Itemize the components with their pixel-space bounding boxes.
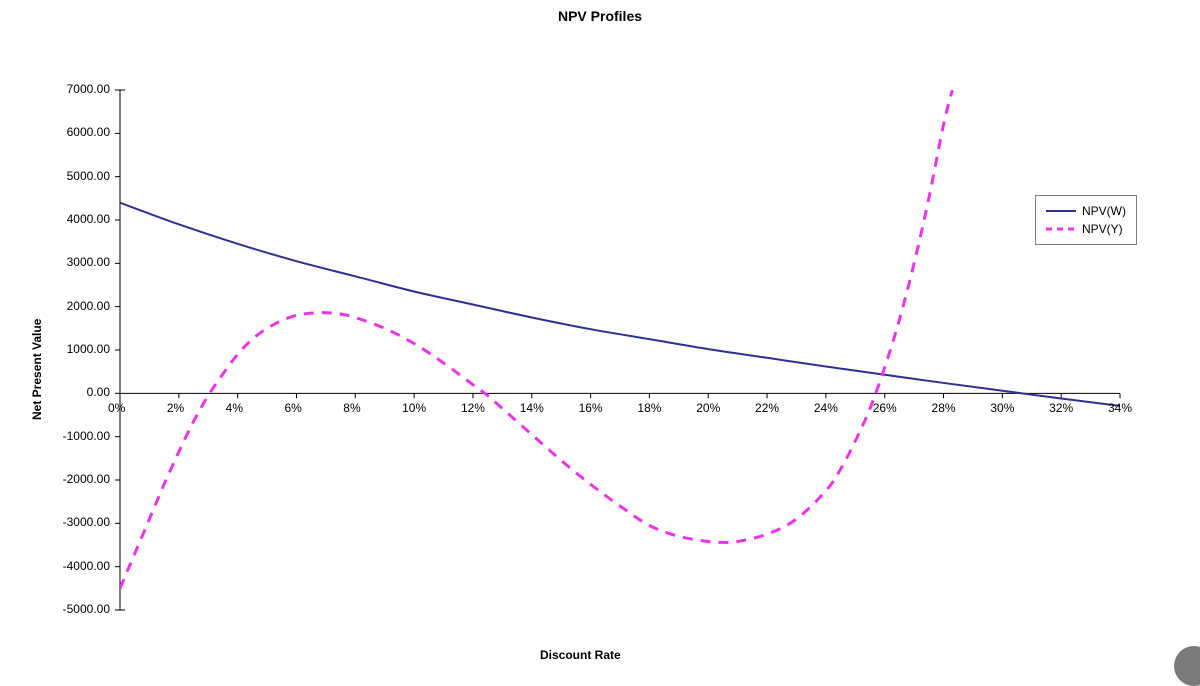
y-tick-label: 4000.00 (50, 212, 110, 226)
x-tick-label: 16% (579, 401, 603, 415)
legend-label-npvy: NPV(Y) (1082, 222, 1123, 236)
x-tick-label: 26% (873, 401, 897, 415)
x-tick-label: 30% (990, 401, 1014, 415)
legend-item-npvw: NPV(W) (1046, 202, 1126, 220)
y-tick-label: -2000.00 (50, 472, 110, 486)
corner-indicator (1174, 646, 1200, 686)
x-tick-label: 2% (167, 401, 184, 415)
series-line-0 (120, 203, 1120, 406)
x-tick-label: 18% (637, 401, 661, 415)
y-tick-label: 1000.00 (50, 342, 110, 356)
y-tick-label: 2000.00 (50, 299, 110, 313)
y-tick-label: -4000.00 (50, 559, 110, 573)
y-tick-label: -5000.00 (50, 602, 110, 616)
legend-swatch-npvy (1046, 223, 1076, 235)
x-tick-label: 28% (932, 401, 956, 415)
y-tick-label: 6000.00 (50, 125, 110, 139)
y-tick-label: -3000.00 (50, 515, 110, 529)
legend: NPV(W) NPV(Y) (1035, 195, 1137, 245)
x-tick-label: 12% (461, 401, 485, 415)
x-tick-label: 22% (755, 401, 779, 415)
x-tick-label: 10% (402, 401, 426, 415)
legend-swatch-npvw (1046, 205, 1076, 217)
x-tick-label: 4% (226, 401, 243, 415)
series-line-1 (120, 90, 952, 588)
x-tick-label: 34% (1108, 401, 1132, 415)
x-tick-label: 20% (696, 401, 720, 415)
x-tick-label: 6% (284, 401, 301, 415)
y-tick-label: 0.00 (50, 385, 110, 399)
x-tick-label: 8% (343, 401, 360, 415)
y-tick-label: -1000.00 (50, 429, 110, 443)
x-tick-label: 24% (814, 401, 838, 415)
y-tick-label: 5000.00 (50, 169, 110, 183)
x-tick-label: 14% (520, 401, 544, 415)
legend-label-npvw: NPV(W) (1082, 204, 1126, 218)
y-tick-label: 7000.00 (50, 82, 110, 96)
y-tick-label: 3000.00 (50, 255, 110, 269)
x-tick-label: 0% (108, 401, 125, 415)
x-tick-label: 32% (1049, 401, 1073, 415)
legend-item-npvy: NPV(Y) (1046, 220, 1126, 238)
chart-plot (0, 0, 1200, 672)
